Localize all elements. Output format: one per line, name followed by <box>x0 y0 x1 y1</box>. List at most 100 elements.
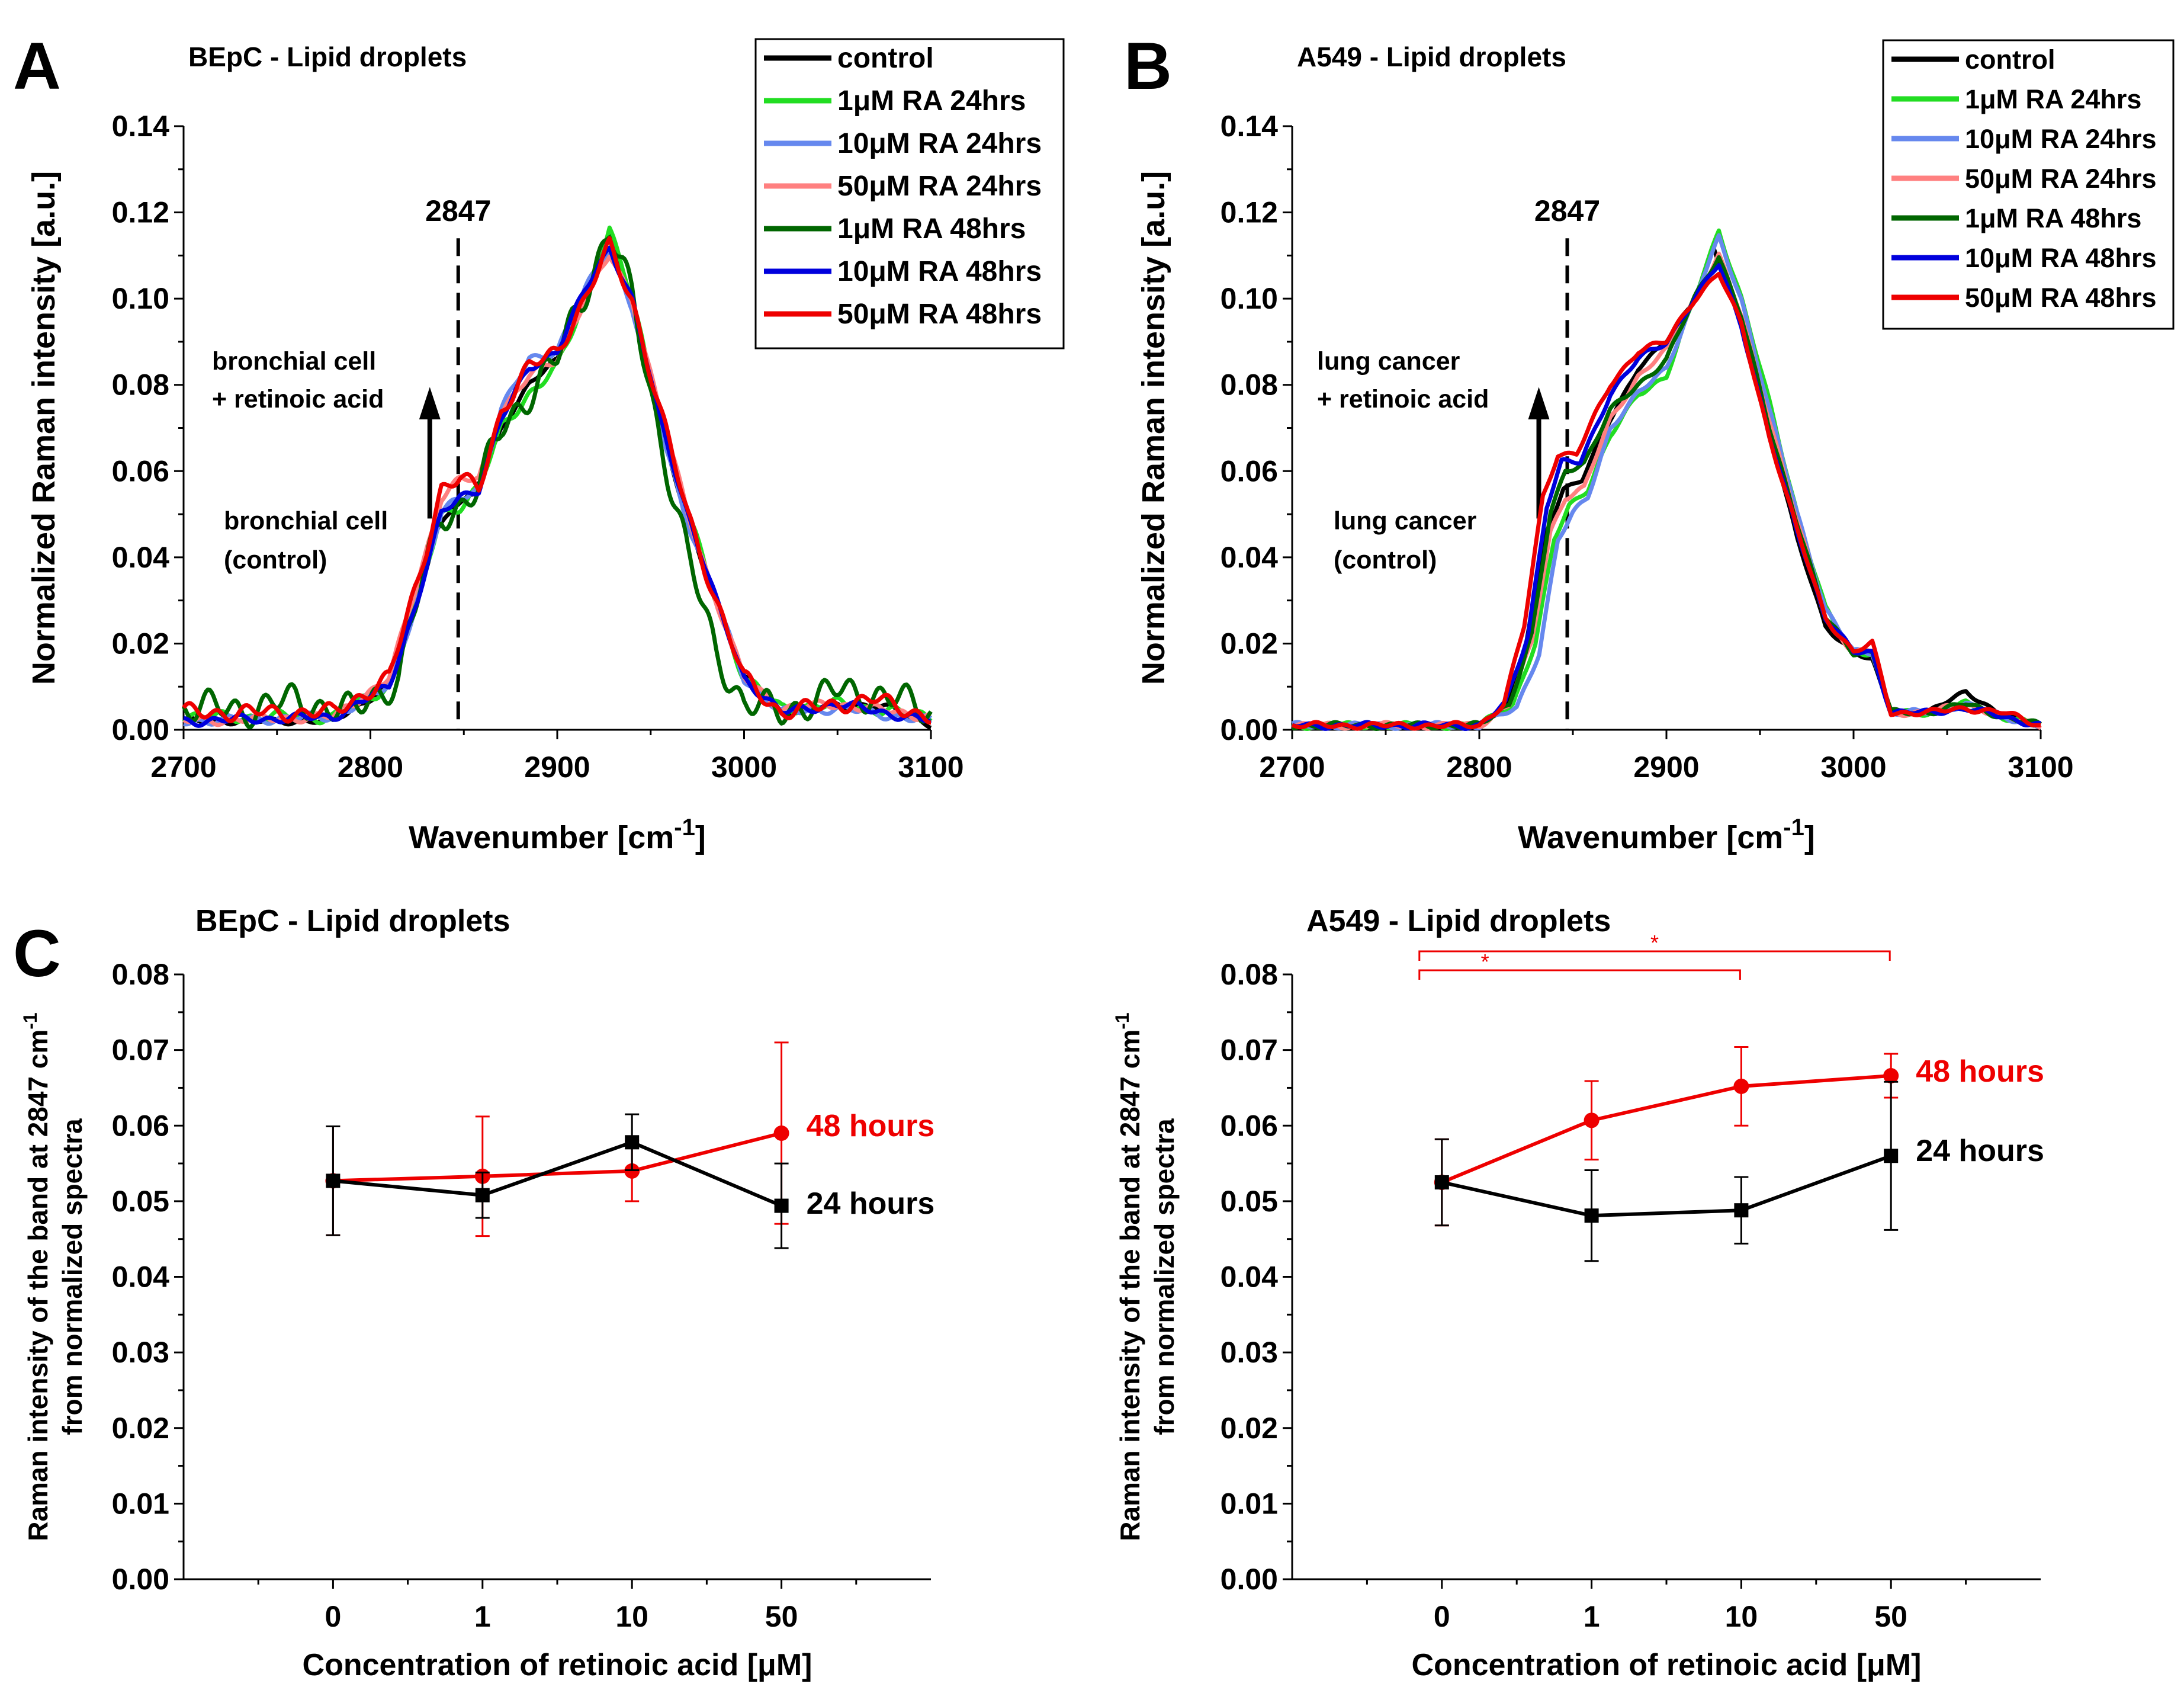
y-tick-label: 0.00 <box>112 713 169 746</box>
y-tick-label: 0.06 <box>1221 454 1278 488</box>
data-point <box>1883 1068 1899 1084</box>
panel-letter-b: B <box>1124 29 1172 103</box>
x-tick-label: 2800 <box>1446 751 1512 784</box>
y-tick-label: 0.01 <box>112 1487 169 1520</box>
x-tick-label: 0 <box>325 1600 341 1633</box>
y-tick-label: 0.12 <box>1221 196 1278 229</box>
y-tick-label: 0.08 <box>1221 958 1278 991</box>
legend-box <box>1882 39 2175 330</box>
y-tick-label: 0.02 <box>112 627 169 660</box>
x-tick-label: 3000 <box>711 751 777 784</box>
legend-label-ra10_48: 10μM RA 48hrs <box>1965 243 2156 273</box>
intensity-panel-bepc: 0.00 0.01 0.02 0.03 0.04 0.05 0.06 0.07 0.08 0 1 10… <box>20 904 934 1682</box>
arrow-head <box>1528 387 1550 419</box>
y-tick-label: 0.05 <box>1221 1185 1278 1218</box>
x-tick-label: 1 <box>1584 1600 1600 1633</box>
data-point <box>1584 1208 1599 1223</box>
series-line-ra10_48 <box>183 245 932 728</box>
legend-label-ra10_24: 10μM RA 24hrs <box>1965 124 2156 154</box>
annotation-bottom-line: bronchial cell <box>224 507 388 535</box>
x-tick-label: 3100 <box>898 751 963 784</box>
x-tick-label: 2900 <box>1633 751 1699 784</box>
legend-label-ra1_48: 1μM RA 48hrs <box>837 213 1026 245</box>
significance-star: * <box>1650 931 1659 955</box>
y-tick-label: 0.08 <box>1221 368 1278 402</box>
y-tick-label: 0.10 <box>1221 282 1278 315</box>
x-tick-label: 10 <box>615 1600 648 1633</box>
arrow-head <box>419 387 441 419</box>
x-tick-label: 10 <box>1725 1600 1758 1633</box>
y-axis-label: Normalized Raman intensity [a.u.] <box>26 171 62 685</box>
legend-label-ra10_48: 10μM RA 48hrs <box>837 256 1042 287</box>
spectrum-panel-a549: 0.00 0.02 0.04 0.06 0.08 0.10 0.12 0.14 2700 2800… <box>1136 39 2175 855</box>
chart-title: BEpC - Lipid droplets <box>195 904 510 938</box>
data-point <box>1734 1203 1749 1218</box>
panel-letter-c: C <box>13 916 61 990</box>
annotation-bottom-line: (control) <box>1334 546 1437 575</box>
panel-letter-a: A <box>13 29 61 103</box>
y-tick-label: 0.12 <box>112 196 169 229</box>
annotation-top-line: + retinoic acid <box>212 385 384 413</box>
x-axis-label: Concentration of retinoic acid [μM] <box>303 1648 812 1682</box>
y-tick-label: 0.03 <box>112 1336 169 1369</box>
y-tick-label: 0.02 <box>1221 1412 1278 1445</box>
legend-label-ra50_48: 50μM RA 48hrs <box>837 299 1042 330</box>
legend-label-ra1_48: 1μM RA 48hrs <box>1965 203 2141 233</box>
data-point <box>326 1173 341 1188</box>
series-line-ra50_48 <box>182 236 932 725</box>
y-tick-label: 0.04 <box>1221 1261 1279 1294</box>
x-tick-label: 0 <box>1434 1600 1450 1633</box>
series-label-48h: 48 hours <box>807 1109 935 1143</box>
significance-bracket <box>1418 969 1741 980</box>
series-line-48h <box>1441 1074 1891 1184</box>
y-axis-label: Normalized Raman intensity [a.u.] <box>1136 171 1171 685</box>
chart-title: A549 - Lipid droplets <box>1297 41 1566 72</box>
significance-star: * <box>1481 950 1489 974</box>
y-axis-label-line1: Raman intensity of the band at 2847 cm-1 <box>20 1012 53 1541</box>
spectrum-panel-bepc: 0.00 0.02 0.04 0.06 0.08 0.10 0.12 0.14 2700 2800… <box>26 38 1065 855</box>
data-point <box>1584 1112 1600 1128</box>
legend-label-control: control <box>1965 44 2055 75</box>
legend-label-ra50_24: 50μM RA 24hrs <box>1965 163 2156 194</box>
marker-label: 2847 <box>1534 194 1600 227</box>
x-axis-label: Concentration of retinoic acid [μM] <box>1412 1648 1922 1682</box>
chart-title: A549 - Lipid droplets <box>1306 904 1611 938</box>
y-tick-label: 0.03 <box>1221 1336 1278 1369</box>
x-tick-label: 3000 <box>1820 751 1886 784</box>
series-label-48h: 48 hours <box>1916 1054 2044 1089</box>
y-tick-label: 0.14 <box>1221 110 1279 143</box>
marker-label: 2847 <box>425 194 491 227</box>
data-point <box>1884 1149 1899 1163</box>
y-tick-label: 0.00 <box>112 1563 169 1596</box>
y-axis-label-line1: Raman intensity of the band at 2847 cm-1 <box>1112 1012 1145 1541</box>
y-tick-label: 0.10 <box>112 282 169 315</box>
data-point <box>1434 1175 1449 1189</box>
y-tick-label: 0.06 <box>112 1109 169 1142</box>
legend-label-control: control <box>837 43 934 74</box>
x-axis-label: Wavenumber [cm-1] <box>1518 814 1815 855</box>
x-axis-label: Wavenumber [cm-1] <box>409 814 706 855</box>
y-tick-label: 0.02 <box>1221 627 1278 660</box>
legend-label-ra50_24: 50μM RA 24hrs <box>837 171 1042 202</box>
y-tick-label: 0.01 <box>1221 1487 1278 1520</box>
significance-bracket <box>1418 950 1891 961</box>
data-point <box>773 1125 789 1141</box>
y-axis-label-line2: from normalized spectra <box>57 1118 88 1435</box>
x-tick-label: 1 <box>474 1600 491 1633</box>
annotation-bottom-line: lung cancer <box>1334 507 1477 535</box>
annotation-top-line: bronchial cell <box>212 347 376 376</box>
y-tick-label: 0.04 <box>112 541 170 574</box>
y-tick-label: 0.14 <box>112 110 170 143</box>
legend-label-ra1_24: 1μM RA 24hrs <box>1965 84 2141 114</box>
y-tick-label: 0.02 <box>112 1412 169 1445</box>
series-line-24h <box>1441 1154 1892 1218</box>
annotation-bottom-line: (control) <box>224 546 327 575</box>
y-tick-label: 0.05 <box>112 1185 169 1218</box>
series-line-24h <box>333 1140 782 1208</box>
y-tick-label: 0.07 <box>1221 1034 1278 1067</box>
y-tick-label: 0.06 <box>1221 1109 1278 1142</box>
x-tick-label: 3100 <box>2008 751 2073 784</box>
y-tick-label: 0.04 <box>112 1261 170 1294</box>
y-axis-label-line2: from normalized spectra <box>1149 1118 1180 1435</box>
